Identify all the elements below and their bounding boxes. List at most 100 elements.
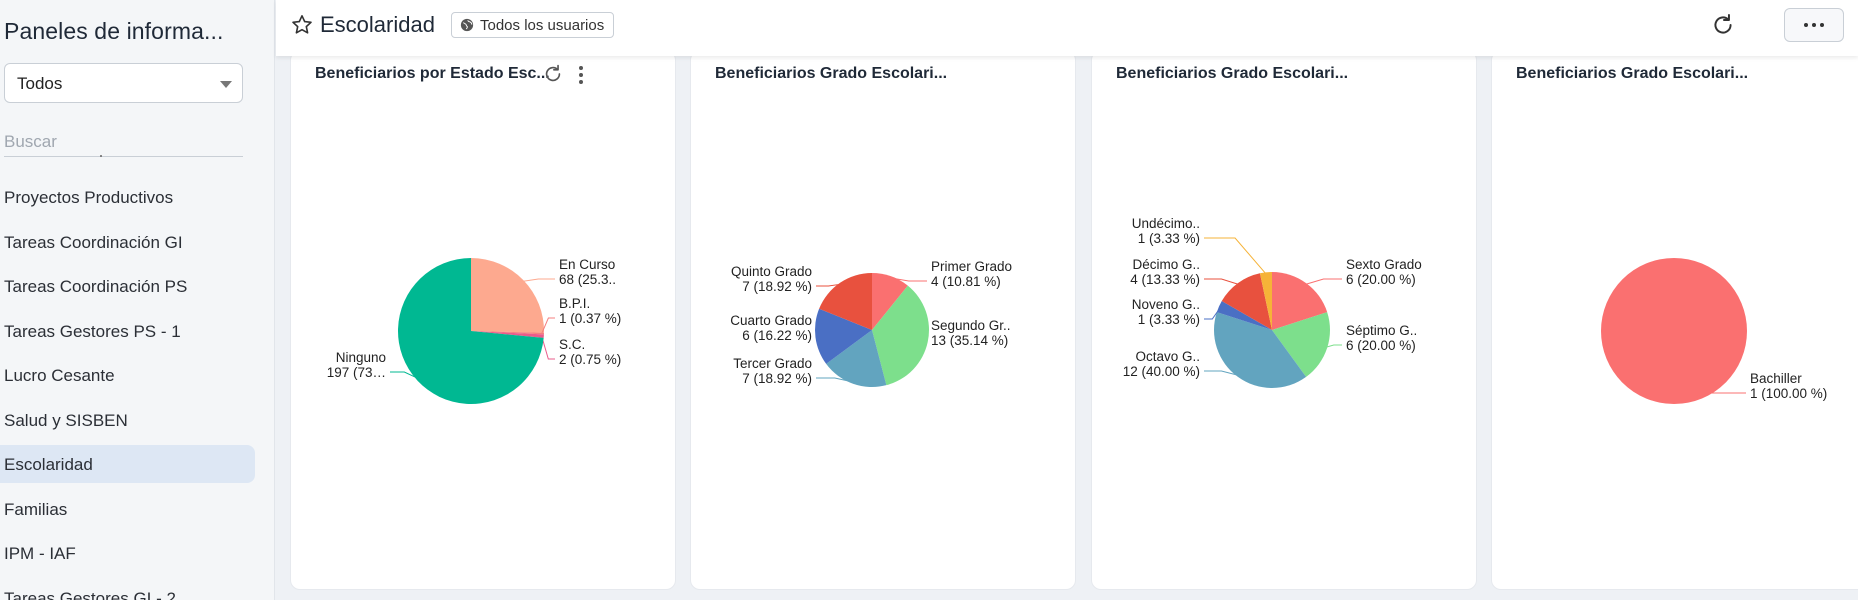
pie-slice[interactable] — [1214, 312, 1307, 388]
slice-name-label: Séptimo G.. — [1346, 323, 1417, 338]
slice-name-label: Tercer Grado — [733, 356, 812, 371]
leader-line — [816, 283, 842, 287]
pie-slice[interactable] — [1272, 312, 1330, 377]
pie-slice[interactable] — [471, 331, 544, 338]
sidebar-item[interactable]: Familias — [4, 499, 68, 519]
pie-slice[interactable] — [471, 331, 544, 335]
slice-value-label: 2 (0.75 %) — [559, 352, 621, 367]
refresh-icon[interactable] — [542, 63, 564, 85]
star-icon[interactable] — [290, 13, 314, 37]
sidebar-item[interactable]: Tareas Gestores PS - 1 — [4, 321, 181, 341]
card-title: Beneficiarios Grado Escolari... — [1116, 65, 1349, 82]
leader-line — [541, 335, 555, 360]
pie-slice[interactable] — [872, 273, 908, 330]
dot — [1820, 23, 1824, 27]
pie-slice[interactable] — [1259, 272, 1272, 330]
slice-name-label: Ninguno — [336, 350, 386, 365]
sidebar-item[interactable]: Lucro Cesante — [4, 366, 115, 385]
pie-slice[interactable] — [826, 330, 887, 387]
pie-slice[interactable] — [398, 258, 544, 404]
slice-name-label: B.P.I. — [559, 296, 590, 311]
visibility-badge-label: Todos los usuarios — [480, 16, 605, 34]
leader-line — [521, 278, 555, 283]
slice-value-label: 6 (16.22 %) — [742, 328, 812, 343]
chart-card-primaria: Beneficiarios Grado Escolari... Primer G… — [690, 50, 1076, 590]
dashboard-filter-value: Todos — [17, 74, 63, 93]
card-title: Beneficiarios Grado Escolari... — [715, 65, 948, 82]
slice-value-label: 68 (25.3.. — [559, 272, 616, 287]
sidebar-title: Paneles de informa... — [4, 18, 224, 44]
slice-name-label: Sexto Grado — [1346, 257, 1422, 272]
chevron-down-icon — [220, 81, 232, 88]
slice-value-label: 13 (35.14 %) — [931, 333, 1008, 348]
chart-card-secundaria: Beneficiarios Grado Escolari... Sexto Gr… — [1091, 50, 1477, 590]
slice-name-label: Noveno G.. — [1132, 297, 1200, 312]
leader-line — [390, 371, 419, 380]
leader-line — [1673, 392, 1746, 403]
slice-value-label: 1 (100.00 %) — [1750, 386, 1827, 401]
slice-value-label: 6 (20.00 %) — [1346, 338, 1416, 353]
slice-name-label: En Curso — [559, 257, 615, 272]
slice-value-label: 4 (13.33 %) — [1130, 272, 1200, 287]
kebab-menu-icon[interactable] — [574, 64, 588, 86]
slice-value-label: 7 (18.92 %) — [742, 279, 812, 294]
search-input[interactable] — [4, 127, 243, 157]
dot — [1812, 23, 1816, 27]
globe-icon — [460, 18, 474, 32]
sidebar-item[interactable]: Tareas Coordinación GI — [4, 232, 183, 252]
slice-name-label: Segundo Gr.. — [931, 318, 1011, 333]
leader-line — [1304, 278, 1342, 285]
pie-slice[interactable] — [872, 285, 929, 386]
sidebar-item[interactable]: Salud y SISBEN — [4, 410, 128, 430]
leader-line — [1204, 370, 1240, 376]
slice-value-label: 7 (18.92 %) — [742, 371, 812, 386]
slice-value-label: 12 (40.00 %) — [1123, 364, 1200, 379]
slice-value-label: 197 (73… — [327, 365, 386, 380]
slice-name-label: Décimo G.. — [1132, 257, 1200, 272]
dashboard-filter-select[interactable]: Todos — [4, 63, 243, 103]
pie-slice[interactable] — [815, 308, 872, 364]
refresh-icon[interactable] — [1710, 12, 1736, 38]
chart-card-estado: Beneficiarios por Estado Esc... En Curso… — [290, 50, 676, 590]
slice-name-label: Undécimo.. — [1132, 216, 1200, 231]
sidebar-item[interactable]: Tareas Coordinación PS — [4, 277, 188, 296]
card-title: Beneficiarios por Estado Esc... — [315, 65, 550, 82]
dashboard-list: Proyectos Productivos Tareas Coordinación… — [0, 178, 255, 600]
leader-line — [816, 377, 854, 383]
leader-line — [816, 334, 818, 338]
sidebar-item[interactable]: Proyectos Productivos — [4, 188, 174, 207]
slice-value-label: 1 (3.33 %) — [1138, 312, 1200, 327]
pie-slice[interactable] — [1272, 272, 1328, 330]
pie-slice[interactable] — [1216, 301, 1272, 330]
sidebar: Paneles de informa... Todos Proyectos Pr… — [0, 0, 275, 600]
leader-line — [1204, 278, 1240, 285]
slice-value-label: 1 (0.37 %) — [559, 311, 621, 326]
slice-name-label: S.C. — [559, 337, 585, 352]
slice-value-label: 6 (20.00 %) — [1346, 272, 1416, 287]
leader-line — [1204, 237, 1267, 275]
sidebar-item[interactable]: Escolaridad — [0, 445, 255, 483]
pie-slice[interactable] — [819, 273, 872, 330]
divider-dot — [100, 155, 102, 157]
chart-card-media: Beneficiarios Grado Escolari... Bachille… — [1491, 50, 1858, 590]
pie-slice[interactable] — [471, 258, 544, 333]
page-title: Escolaridad — [320, 12, 435, 37]
pie-slice[interactable] — [1601, 258, 1747, 404]
sidebar-item[interactable]: IPM - IAF — [4, 544, 76, 563]
slice-name-label: Cuarto Grado — [730, 313, 812, 328]
pie-slice[interactable] — [1221, 273, 1272, 330]
slice-value-label: 4 (10.81 %) — [931, 274, 1001, 289]
header-bar: Escolaridad Todos los usuarios — [276, 0, 1858, 56]
slice-value-label: 1 (3.33 %) — [1138, 231, 1200, 246]
card-title: Beneficiarios Grado Escolari... — [1516, 65, 1749, 82]
visibility-badge[interactable]: Todos los usuarios — [451, 12, 615, 38]
leader-line — [1325, 344, 1342, 348]
more-options-button[interactable] — [1784, 8, 1844, 42]
leader-line — [1204, 306, 1222, 320]
sidebar-item[interactable]: Tareas Gestores GI - 2 — [4, 588, 176, 600]
slice-name-label: Octavo G.. — [1135, 349, 1200, 364]
slice-name-label: Quinto Grado — [731, 264, 812, 279]
